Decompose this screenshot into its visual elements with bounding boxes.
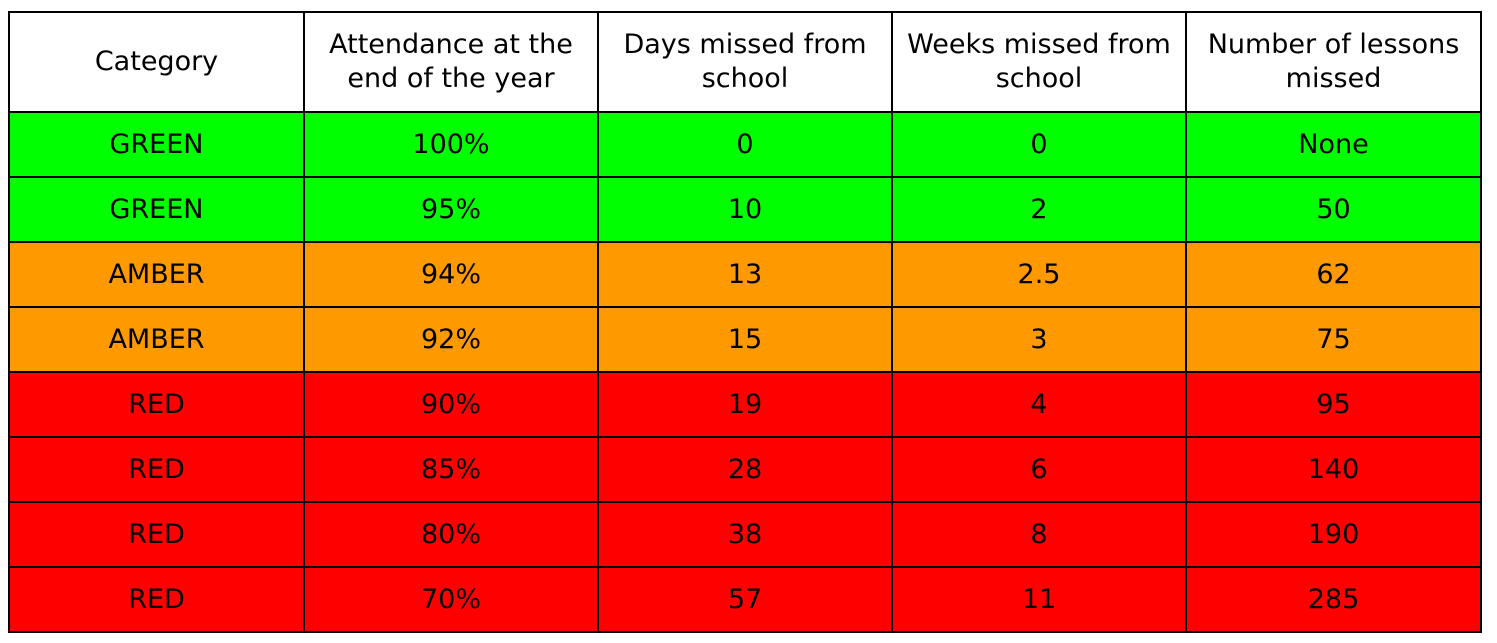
lessons-missed-cell: None xyxy=(1185,111,1482,178)
attendance-cell: 95% xyxy=(303,176,599,243)
days-missed-cell: 19 xyxy=(597,371,893,438)
weeks-missed-cell: 4 xyxy=(891,371,1187,438)
lessons-missed-cell: 190 xyxy=(1185,501,1482,568)
weeks-missed-cell: 3 xyxy=(891,306,1187,373)
category-cell: RED xyxy=(8,501,305,568)
days-missed-cell: 38 xyxy=(597,501,893,568)
lessons-missed-cell: 285 xyxy=(1185,566,1482,633)
days-missed-cell: 15 xyxy=(597,306,893,373)
table-row: RED 70% 57 11 285 xyxy=(8,566,1482,633)
lessons-missed-cell: 95 xyxy=(1185,371,1482,438)
attendance-cell: 70% xyxy=(303,566,599,633)
category-cell: GREEN xyxy=(8,111,305,178)
lessons-missed-cell: 50 xyxy=(1185,176,1482,243)
days-missed-cell: 10 xyxy=(597,176,893,243)
table-body: GREEN 100% 0 0 None GREEN 95% 10 2 50 AMBER 94% 13 2.… xyxy=(8,111,1482,633)
days-missed-cell: 0 xyxy=(597,111,893,178)
header-row: Category Attendance at the end of the ye… xyxy=(8,11,1482,113)
lessons-missed-cell: 75 xyxy=(1185,306,1482,373)
table-header: Category Attendance at the end of the ye… xyxy=(8,11,1482,113)
weeks-missed-cell: 8 xyxy=(891,501,1187,568)
table-row: GREEN 95% 10 2 50 xyxy=(8,176,1482,243)
weeks-missed-cell: 2.5 xyxy=(891,241,1187,308)
attendance-cell: 92% xyxy=(303,306,599,373)
header-category: Category xyxy=(8,11,305,113)
weeks-missed-cell: 2 xyxy=(891,176,1187,243)
table-row: AMBER 92% 15 3 75 xyxy=(8,306,1482,373)
table-row: RED 80% 38 8 190 xyxy=(8,501,1482,568)
category-cell: RED xyxy=(8,371,305,438)
header-lessons-missed: Number of lessons missed xyxy=(1185,11,1482,113)
category-cell: RED xyxy=(8,566,305,633)
category-cell: GREEN xyxy=(8,176,305,243)
lessons-missed-cell: 62 xyxy=(1185,241,1482,308)
weeks-missed-cell: 0 xyxy=(891,111,1187,178)
header-weeks-missed: Weeks missed from school xyxy=(891,11,1187,113)
category-cell: AMBER xyxy=(8,306,305,373)
weeks-missed-cell: 6 xyxy=(891,436,1187,503)
header-days-missed: Days missed from school xyxy=(597,11,893,113)
lessons-missed-cell: 140 xyxy=(1185,436,1482,503)
table-row: RED 85% 28 6 140 xyxy=(8,436,1482,503)
days-missed-cell: 57 xyxy=(597,566,893,633)
table-row: RED 90% 19 4 95 xyxy=(8,371,1482,438)
attendance-table: Category Attendance at the end of the ye… xyxy=(8,11,1482,633)
header-attendance: Attendance at the end of the year xyxy=(303,11,599,113)
category-cell: AMBER xyxy=(8,241,305,308)
attendance-cell: 94% xyxy=(303,241,599,308)
attendance-cell: 100% xyxy=(303,111,599,178)
table-row: AMBER 94% 13 2.5 62 xyxy=(8,241,1482,308)
table-row: GREEN 100% 0 0 None xyxy=(8,111,1482,178)
weeks-missed-cell: 11 xyxy=(891,566,1187,633)
attendance-cell: 90% xyxy=(303,371,599,438)
category-cell: RED xyxy=(8,436,305,503)
attendance-cell: 85% xyxy=(303,436,599,503)
days-missed-cell: 13 xyxy=(597,241,893,308)
attendance-cell: 80% xyxy=(303,501,599,568)
days-missed-cell: 28 xyxy=(597,436,893,503)
